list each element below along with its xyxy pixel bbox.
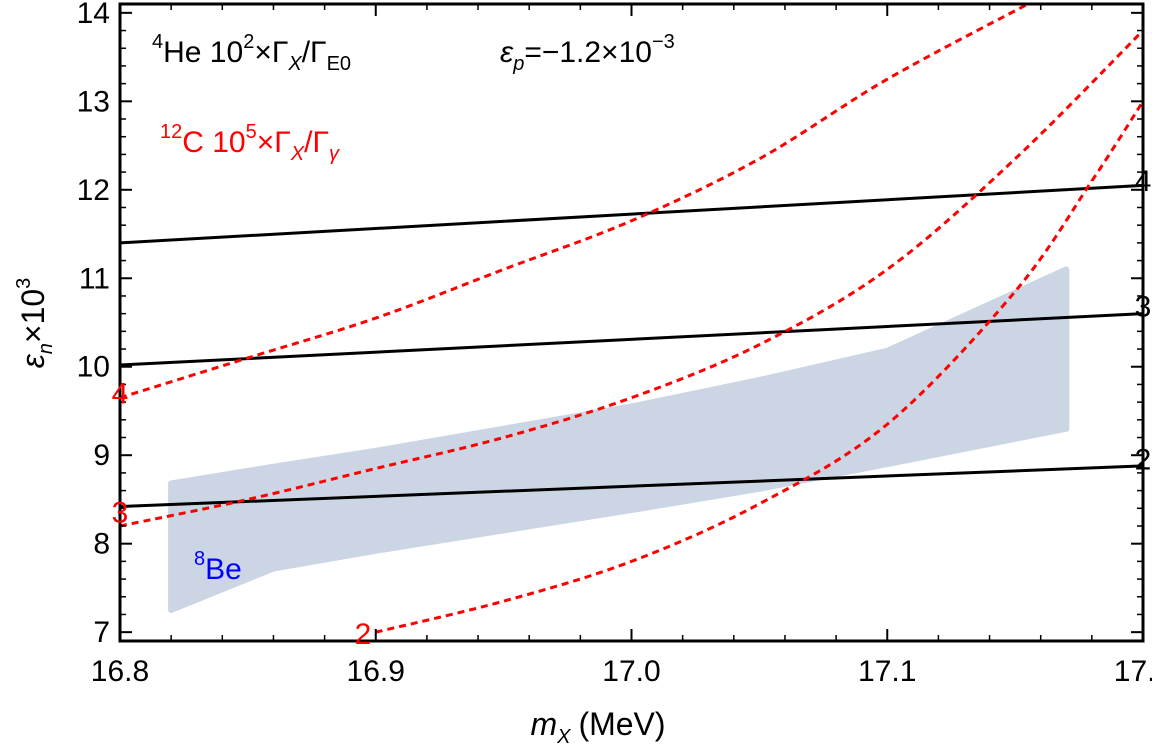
series-label-5: 2 — [355, 618, 372, 651]
y-tick-label-0: 7 — [93, 616, 110, 649]
x-axis-label: mX (MeV) — [530, 706, 665, 748]
x-tick-label-0: 16.8 — [91, 655, 149, 688]
legend-eps-p: εp=−1.2×10−3 — [500, 31, 675, 75]
region-label: 8Be — [194, 548, 242, 586]
series-label-4: 3 — [112, 497, 129, 530]
x-tick-label-2: 17.0 — [602, 655, 660, 688]
series-line-4 — [120, 29, 1143, 528]
x-tick-label-3: 17.1 — [858, 655, 916, 688]
y-tick-label-2: 9 — [93, 439, 110, 472]
series-line-2 — [120, 464, 1143, 509]
legend-he4: 4He 102×ΓX/ΓE0 — [152, 31, 351, 75]
series-label-0: 4 — [1135, 165, 1152, 198]
series-label-1: 3 — [1135, 291, 1152, 324]
y-tick-label-7: 14 — [77, 0, 110, 30]
series-label-2: 2 — [1135, 444, 1152, 477]
legend-c12: 12C 105×ΓX/Γγ — [160, 121, 340, 165]
x-tick-label-1: 16.9 — [347, 655, 405, 688]
y-tick-label-1: 8 — [93, 528, 110, 561]
region-8be — [168, 266, 1070, 613]
series-line-1 — [120, 312, 1143, 367]
series-label-3: 4 — [112, 377, 129, 410]
y-axis-label: εn×103 — [13, 278, 57, 369]
y-tick-label-5: 12 — [77, 174, 110, 207]
y-tick-label-3: 10 — [77, 351, 110, 384]
series-line-5 — [375, 100, 1143, 634]
series-line-3 — [120, 4, 1029, 400]
x-tick-label-4: 17.2 — [1114, 655, 1152, 688]
series-line-0 — [120, 183, 1143, 245]
y-tick-label-6: 13 — [77, 85, 110, 118]
y-tick-label-4: 11 — [79, 262, 110, 295]
